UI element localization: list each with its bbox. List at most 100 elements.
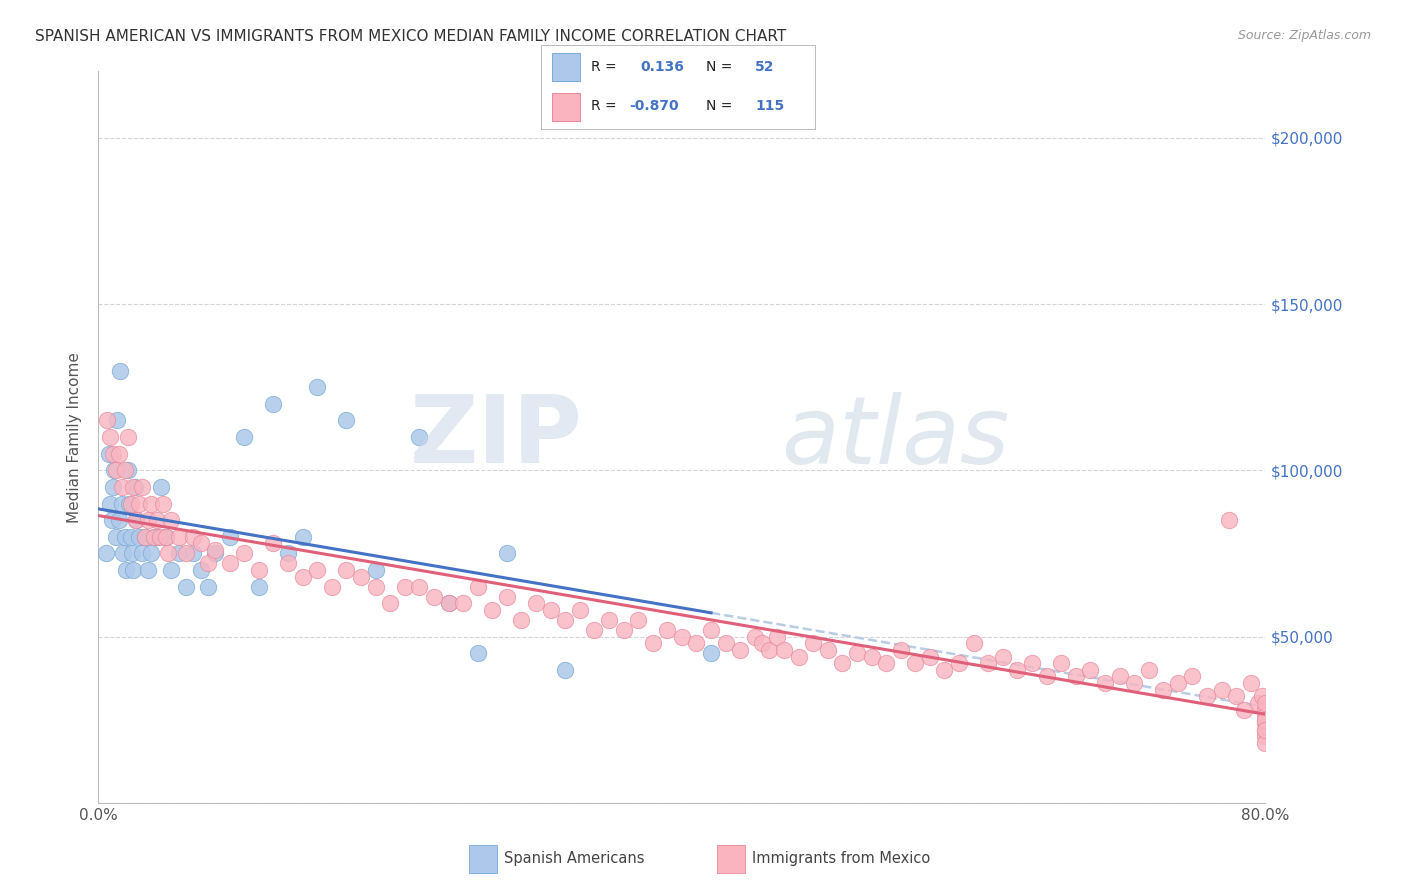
Point — [131, 546, 153, 560]
Point — [101, 480, 124, 494]
Point — [364, 580, 387, 594]
Point — [155, 530, 177, 544]
Point — [657, 623, 679, 637]
Point — [1218, 513, 1240, 527]
Point — [136, 563, 159, 577]
Point — [111, 497, 134, 511]
Text: 115: 115 — [755, 100, 785, 113]
Point — [111, 480, 134, 494]
Point — [1247, 696, 1270, 710]
Point — [554, 613, 576, 627]
Point — [114, 530, 136, 544]
Point — [481, 603, 503, 617]
Point — [1137, 663, 1160, 677]
Point — [307, 563, 329, 577]
Point — [157, 546, 180, 560]
Point — [1240, 676, 1263, 690]
Point — [350, 570, 373, 584]
Point — [934, 663, 956, 677]
Point — [104, 530, 127, 544]
Text: SPANISH AMERICAN VS IMMIGRANTS FROM MEXICO MEDIAN FAMILY INCOME CORRELATION CHAR: SPANISH AMERICAN VS IMMIGRANTS FROM MEXI… — [35, 29, 786, 44]
Point — [94, 546, 117, 560]
Point — [773, 643, 796, 657]
Point — [125, 513, 148, 527]
Point — [291, 530, 314, 544]
Point — [1254, 723, 1277, 737]
Point — [197, 557, 219, 571]
Point — [510, 613, 533, 627]
Point — [174, 580, 197, 594]
Point — [890, 643, 912, 657]
Point — [104, 463, 127, 477]
Point — [160, 513, 183, 527]
Text: -0.870: -0.870 — [628, 100, 679, 113]
Point — [233, 546, 256, 560]
Point — [277, 557, 299, 571]
Point — [1254, 736, 1277, 750]
Point — [1007, 663, 1029, 677]
Point — [197, 580, 219, 594]
Point — [139, 497, 162, 511]
Point — [1064, 669, 1087, 683]
Point — [904, 656, 927, 670]
Point — [817, 643, 839, 657]
Point — [714, 636, 737, 650]
Point — [155, 530, 177, 544]
Text: atlas: atlas — [782, 392, 1010, 483]
Point — [1232, 703, 1254, 717]
Point — [1254, 716, 1277, 731]
Point — [149, 530, 172, 544]
Bar — [470, 845, 496, 872]
Point — [131, 480, 153, 494]
Point — [451, 596, 474, 610]
Point — [120, 530, 142, 544]
Point — [568, 603, 591, 617]
Point — [108, 447, 131, 461]
Point — [190, 536, 212, 550]
Point — [112, 546, 135, 560]
Point — [321, 580, 343, 594]
Point — [134, 530, 156, 544]
Point — [118, 497, 141, 511]
Point — [758, 643, 780, 657]
Point — [437, 596, 460, 610]
Point — [307, 380, 329, 394]
Point — [598, 613, 620, 627]
Point — [641, 636, 664, 650]
Text: 0.136: 0.136 — [640, 61, 683, 74]
Point — [150, 480, 173, 494]
Point — [139, 546, 162, 560]
Point — [831, 656, 853, 670]
Text: Immigrants from Mexico: Immigrants from Mexico — [752, 851, 931, 866]
Point — [423, 590, 446, 604]
Point — [408, 580, 430, 594]
Point — [1195, 690, 1218, 704]
Point — [875, 656, 897, 670]
Point — [114, 463, 136, 477]
Text: R =: R = — [591, 100, 616, 113]
Point — [1167, 676, 1189, 690]
Point — [181, 546, 204, 560]
Point — [765, 630, 787, 644]
Point — [1123, 676, 1146, 690]
Point — [1108, 669, 1130, 683]
Point — [467, 646, 489, 660]
Point — [671, 630, 693, 644]
Point — [134, 530, 156, 544]
Point — [247, 580, 270, 594]
Point — [495, 546, 517, 560]
Point — [437, 596, 460, 610]
Point — [142, 530, 165, 544]
Point — [262, 397, 284, 411]
Point — [408, 430, 430, 444]
Point — [98, 497, 121, 511]
Point — [918, 649, 941, 664]
Point — [583, 623, 606, 637]
Text: N =: N = — [706, 100, 733, 113]
Point — [105, 413, 128, 427]
Point — [700, 646, 723, 660]
Point — [787, 649, 810, 664]
Point — [122, 480, 145, 494]
Point — [977, 656, 1000, 670]
Point — [117, 430, 139, 444]
